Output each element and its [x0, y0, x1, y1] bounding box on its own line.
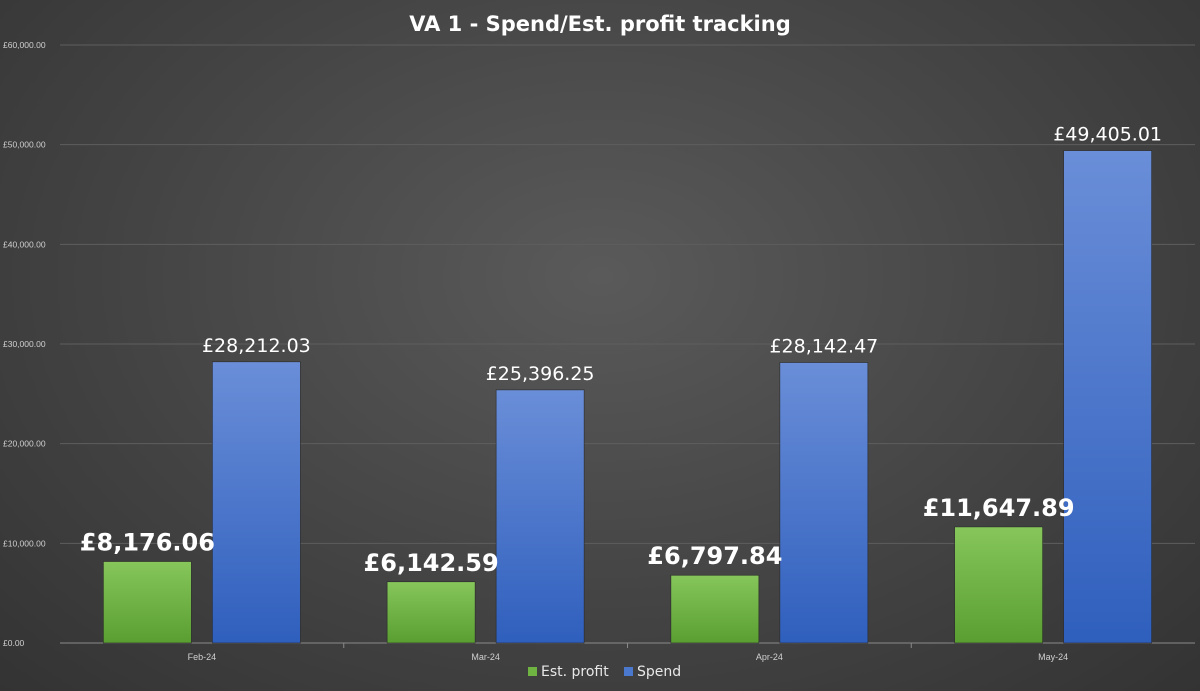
legend-label: Spend [637, 664, 681, 680]
profit-bar [386, 581, 476, 644]
profit-bar [954, 526, 1043, 644]
legend-swatch [528, 667, 537, 676]
profit-data-label: £11,647.89 [923, 494, 1075, 522]
chart-title: VA 1 - Spend/Est. profit tracking [409, 12, 790, 36]
y-tick-label: £60,000.00 [3, 40, 46, 50]
spend-data-label: £28,142.47 [769, 336, 878, 358]
profit-bar [103, 561, 192, 644]
x-tick-label: Apr-24 [756, 652, 783, 662]
profit-data-label: £6,142.59 [364, 549, 499, 577]
y-tick-label: £50,000.00 [3, 140, 46, 150]
spend-bar [779, 362, 869, 644]
spend-bar [495, 389, 585, 644]
spend-bar [212, 361, 301, 644]
x-tick-label: Feb-24 [188, 652, 217, 662]
spend-data-label: £25,396.25 [486, 363, 595, 385]
x-tick-label: May-24 [1038, 652, 1068, 662]
y-tick-label: £0.00 [3, 638, 25, 648]
y-tick-label: £30,000.00 [3, 339, 46, 349]
spend-data-label: £28,212.03 [202, 335, 311, 357]
profit-bar [670, 574, 760, 644]
legend-swatch [624, 667, 633, 676]
y-tick-label: £20,000.00 [3, 439, 46, 449]
x-tick-label: Mar-24 [471, 652, 500, 662]
legend-label: Est. profit [541, 664, 609, 680]
profit-data-label: £8,176.06 [80, 529, 215, 557]
y-tick-label: £10,000.00 [3, 538, 46, 548]
spend-bar [1063, 150, 1152, 644]
y-tick-label: £40,000.00 [3, 239, 46, 249]
spend-data-label: £49,405.01 [1053, 124, 1162, 146]
profit-data-label: £6,797.84 [647, 542, 782, 570]
